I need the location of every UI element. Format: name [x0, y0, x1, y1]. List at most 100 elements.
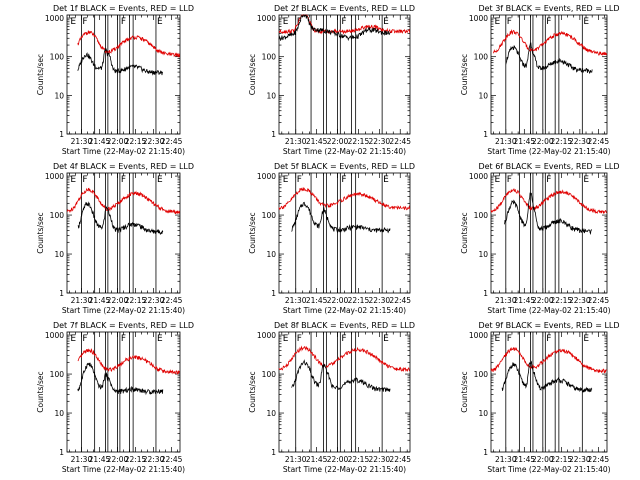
y-tick-label: 100: [474, 211, 489, 220]
y-axis-label: Counts/sec: [460, 54, 469, 95]
y-tick-label: 1000: [45, 14, 64, 23]
series-red-lld-line: [490, 187, 607, 215]
flag-label: E: [283, 334, 289, 344]
y-tick-label: 100: [262, 211, 277, 220]
series-red-lld-line: [493, 29, 608, 56]
x-axis-label: Start Time (22-May-02 21:15:40): [62, 465, 185, 474]
y-tick-label: 1: [483, 289, 488, 298]
y-axis-label: Counts/sec: [460, 212, 469, 253]
flag-label: F: [121, 175, 126, 185]
y-tick-label: 100: [262, 53, 277, 62]
flag-label: E: [383, 17, 389, 27]
y-tick-label: 10: [54, 409, 64, 418]
x-tick-label: 22:00: [532, 455, 554, 464]
panel-title: Det 6f BLACK = Events, RED = LLD: [478, 162, 619, 171]
y-tick-label: 10: [266, 91, 276, 100]
x-tick-label: 21:30: [495, 455, 517, 464]
plot-frame: [278, 172, 411, 294]
x-tick-label: 22:30: [369, 455, 391, 464]
y-tick-label: 10: [478, 409, 488, 418]
y-axis-label: Counts/sec: [248, 212, 257, 253]
plot-frame: [278, 331, 411, 453]
y-tick-label: 1: [483, 448, 488, 457]
y-tick-label: 100: [50, 53, 65, 62]
flag-label: F: [341, 334, 346, 344]
x-tick-label: 22:00: [532, 137, 554, 146]
flag-label: F: [341, 175, 346, 185]
x-tick-label: 21:45: [514, 455, 536, 464]
series-red-lld-line: [490, 347, 607, 374]
y-tick-label: 1: [483, 130, 488, 139]
x-tick-label: 22:15: [125, 296, 147, 305]
flag-label: F: [507, 17, 512, 27]
y-tick-label: 100: [50, 211, 65, 220]
series-black-events-line: [278, 13, 391, 42]
y-tick-label: 1000: [257, 331, 276, 340]
flag-label: F: [121, 334, 126, 344]
flag-label: F: [82, 334, 87, 344]
flag-label: F: [82, 17, 87, 27]
x-axis-label: Start Time (22-May-02 21:15:40): [283, 465, 406, 474]
flag-label: E: [157, 334, 163, 344]
x-tick-label: 21:30: [71, 296, 93, 305]
flag-label: E: [157, 17, 163, 27]
y-tick-label: 1000: [469, 331, 488, 340]
x-tick-label: 21:45: [306, 455, 328, 464]
x-tick-label: 22:30: [569, 296, 591, 305]
series-black-events-line: [77, 362, 164, 396]
x-tick-label: 22:15: [348, 137, 370, 146]
y-tick-label: 1000: [469, 14, 488, 23]
series-black-events-line: [291, 201, 391, 234]
x-axis-label: Start Time (22-May-02 21:15:40): [487, 465, 610, 474]
y-tick-label: 100: [474, 370, 489, 379]
x-tick-label: 22:00: [107, 137, 129, 146]
x-tick-label: 22:30: [569, 455, 591, 464]
y-tick-label: 1000: [469, 172, 488, 181]
x-tick-label: 22:45: [588, 455, 610, 464]
y-tick-label: 1000: [257, 172, 276, 181]
flag-label: E: [494, 175, 500, 185]
x-axis-label: Start Time (22-May-02 21:15:40): [487, 306, 610, 315]
y-tick-label: 100: [474, 53, 489, 62]
x-tick-label: 21:30: [495, 137, 517, 146]
x-tick-label: 22:15: [348, 455, 370, 464]
panel-title: Det 1f BLACK = Events, RED = LLD: [53, 4, 194, 13]
y-tick-label: 100: [262, 370, 277, 379]
x-tick-label: 22:00: [327, 296, 349, 305]
y-tick-label: 10: [478, 91, 488, 100]
series-red-lld-line: [77, 348, 180, 375]
y-tick-label: 1: [59, 448, 64, 457]
x-axis-label: Start Time (22-May-02 21:15:40): [283, 147, 406, 156]
series-black-events-line: [291, 359, 391, 392]
flag-label: F: [297, 175, 302, 185]
flag-label: F: [297, 334, 302, 344]
x-axis-label: Start Time (22-May-02 21:15:40): [62, 147, 185, 156]
y-tick-label: 10: [478, 250, 488, 259]
x-tick-label: 22:45: [389, 137, 411, 146]
flag-label: F: [546, 334, 551, 344]
x-tick-label: 21:45: [514, 296, 536, 305]
y-axis-label: Counts/sec: [248, 371, 257, 412]
flag-label: E: [383, 175, 389, 185]
y-tick-label: 10: [54, 91, 64, 100]
x-tick-label: 22:00: [327, 137, 349, 146]
x-tick-label: 22:45: [161, 296, 183, 305]
x-tick-label: 21:45: [89, 455, 111, 464]
x-tick-label: 22:30: [143, 455, 165, 464]
flag-label: E: [494, 334, 500, 344]
flag-label: E: [283, 175, 289, 185]
series-black-events-line: [504, 192, 593, 236]
flag-label: E: [157, 175, 163, 185]
x-tick-label: 22:15: [551, 296, 573, 305]
panel-title: Det 8f BLACK = Events, RED = LLD: [274, 321, 415, 330]
x-tick-label: 21:30: [71, 455, 93, 464]
y-axis-label: Counts/sec: [248, 54, 257, 95]
y-tick-label: 1: [271, 289, 276, 298]
y-axis-label: Counts/sec: [36, 54, 45, 95]
x-axis-label: Start Time (22-May-02 21:15:40): [62, 306, 185, 315]
